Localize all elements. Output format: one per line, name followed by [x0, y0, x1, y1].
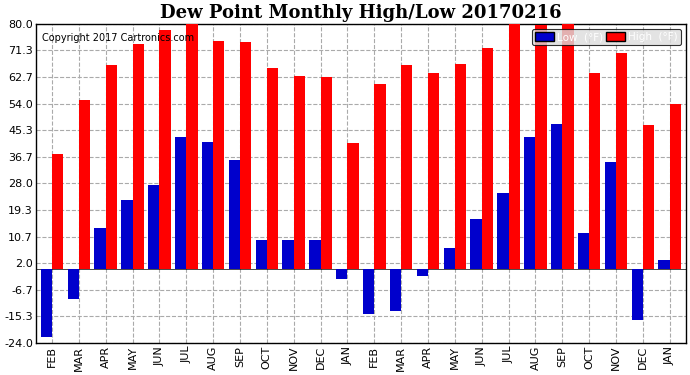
- Bar: [121, 200, 132, 269]
- Bar: [578, 232, 589, 269]
- Bar: [535, 25, 546, 269]
- Bar: [444, 248, 455, 269]
- Bar: [589, 73, 600, 269]
- Bar: [509, 24, 520, 269]
- Bar: [336, 269, 347, 279]
- Bar: [228, 160, 240, 269]
- Bar: [52, 154, 63, 269]
- Bar: [363, 269, 374, 314]
- Bar: [524, 137, 535, 269]
- Bar: [390, 269, 401, 311]
- Bar: [551, 123, 562, 269]
- Bar: [309, 240, 321, 269]
- Bar: [321, 78, 332, 269]
- Bar: [497, 193, 509, 269]
- Bar: [482, 48, 493, 269]
- Bar: [95, 228, 106, 269]
- Bar: [643, 125, 654, 269]
- Bar: [417, 269, 428, 276]
- Text: Copyright 2017 Cartronics.com: Copyright 2017 Cartronics.com: [42, 33, 195, 43]
- Bar: [201, 142, 213, 269]
- Bar: [41, 269, 52, 337]
- Bar: [240, 42, 251, 269]
- Bar: [255, 240, 267, 269]
- Bar: [132, 44, 144, 269]
- Bar: [616, 53, 627, 269]
- Bar: [282, 240, 294, 269]
- Bar: [347, 144, 359, 269]
- Legend: Low  (°F), High  (°F): Low (°F), High (°F): [532, 29, 680, 45]
- Bar: [471, 219, 482, 269]
- Bar: [658, 260, 670, 269]
- Bar: [604, 162, 616, 269]
- Bar: [159, 30, 170, 269]
- Bar: [79, 100, 90, 269]
- Bar: [213, 40, 224, 269]
- Bar: [106, 65, 117, 269]
- Title: Dew Point Monthly High/Low 20170216: Dew Point Monthly High/Low 20170216: [160, 4, 562, 22]
- Bar: [68, 269, 79, 298]
- Bar: [455, 64, 466, 269]
- Bar: [186, 24, 197, 269]
- Bar: [267, 68, 278, 269]
- Bar: [294, 76, 305, 269]
- Bar: [428, 73, 440, 269]
- Bar: [670, 104, 681, 269]
- Bar: [562, 24, 573, 269]
- Bar: [175, 137, 186, 269]
- Bar: [631, 269, 643, 320]
- Bar: [401, 65, 413, 269]
- Bar: [374, 84, 386, 269]
- Bar: [148, 185, 159, 269]
